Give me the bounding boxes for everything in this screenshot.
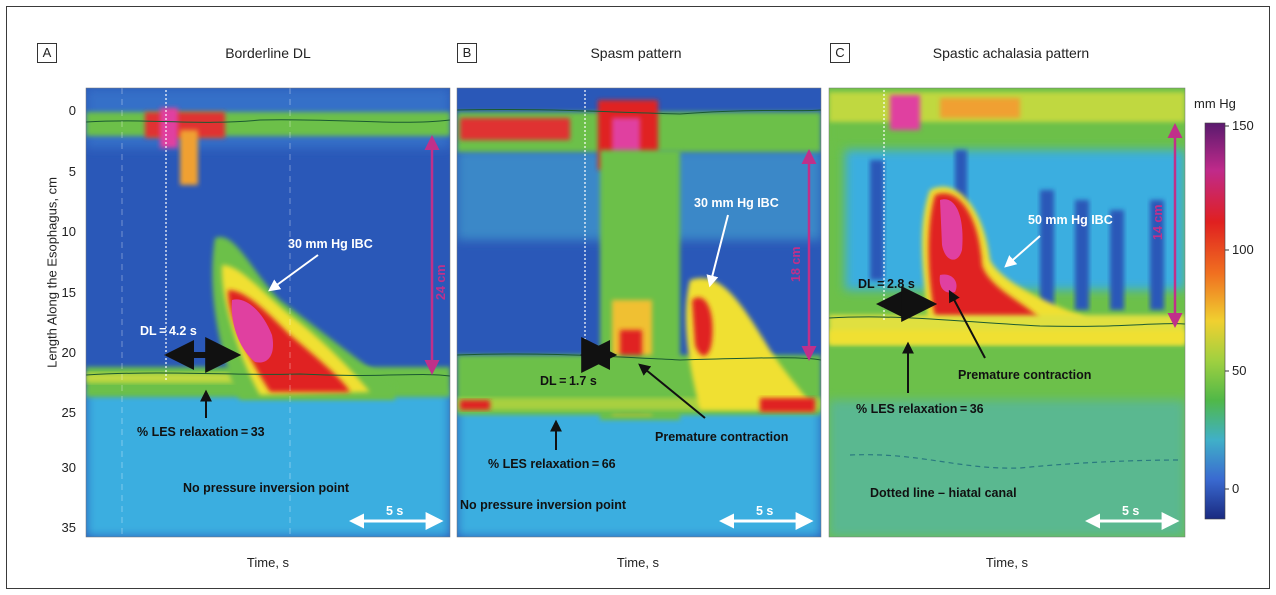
x-axis-label-c: Time, s bbox=[985, 555, 1029, 570]
ibc-arrow-a bbox=[268, 254, 319, 292]
les-label-c: % LES relaxation = 36 bbox=[856, 402, 984, 416]
dl-label-a: DL = 4.2 s bbox=[140, 324, 197, 338]
ibc-label-b: 30 mm Hg IBC bbox=[694, 196, 779, 210]
panel-b-heatmap bbox=[457, 88, 821, 537]
ibc-arrow-b bbox=[706, 214, 729, 288]
scale-label-c: 5 s bbox=[1122, 504, 1139, 518]
y-tick: 0 bbox=[68, 103, 76, 118]
ibc-label-c: 50 mm Hg IBC bbox=[1028, 213, 1113, 227]
ibc-label-a: 30 mm Hg IBC bbox=[288, 237, 373, 251]
panel-a-letter: A bbox=[37, 43, 57, 63]
y-tick: 35 bbox=[61, 520, 76, 535]
dl-label-c: DL = 2.8 s bbox=[858, 277, 915, 291]
panel-b-letter: B bbox=[457, 43, 477, 63]
premature-arrow-c bbox=[948, 289, 986, 359]
y-tick: 30 bbox=[61, 460, 76, 475]
colorbar-tick: 0 bbox=[1232, 481, 1240, 496]
colorbar-tick: 50 bbox=[1232, 363, 1247, 378]
y-tick: 25 bbox=[61, 405, 76, 420]
colorbar bbox=[1204, 122, 1226, 520]
panel-c-title: Spastic achalasia pattern bbox=[932, 45, 1090, 61]
scale-label-b: 5 s bbox=[756, 504, 773, 518]
les-label-b: % LES relaxation = 66 bbox=[488, 457, 616, 471]
premature-arrow-b bbox=[638, 363, 706, 419]
premature-label-b: Premature contraction bbox=[655, 430, 788, 444]
premature-label-c: Premature contraction bbox=[958, 368, 1091, 382]
dotted-label-c: Dotted line – hiatal canal bbox=[870, 486, 1017, 500]
y-tick: 15 bbox=[61, 285, 76, 300]
dl-label-b: DL = 1.7 s bbox=[540, 374, 597, 388]
x-axis-label-b: Time, s bbox=[616, 555, 660, 570]
y-tick: 10 bbox=[61, 224, 76, 239]
colorbar-tick: 150 bbox=[1232, 118, 1254, 133]
les-label-a: % LES relaxation = 33 bbox=[137, 425, 265, 439]
length-label-b: 18 cm bbox=[789, 247, 803, 282]
colorbar-unit: mm Hg bbox=[1194, 96, 1236, 111]
colorbar-tick: 100 bbox=[1232, 242, 1254, 257]
pip-label-b: No pressure inversion point bbox=[460, 498, 627, 512]
y-tick: 5 bbox=[68, 164, 76, 179]
figure-frame bbox=[6, 6, 1270, 589]
panel-b-title: Spasm pattern bbox=[590, 45, 682, 61]
length-label-a: 24 cm bbox=[434, 265, 448, 300]
panel-a-title: Borderline DL bbox=[225, 45, 311, 61]
pip-label-a: No pressure inversion point bbox=[183, 481, 350, 495]
ibc-arrow-c bbox=[1004, 235, 1041, 268]
scale-label-a: 5 s bbox=[386, 504, 403, 518]
x-axis-label-a: Time, s bbox=[246, 555, 290, 570]
length-label-c: 14 cm bbox=[1151, 205, 1165, 240]
y-tick: 20 bbox=[61, 345, 76, 360]
panel-a-heatmap bbox=[86, 88, 450, 537]
panel-c-heatmap bbox=[829, 88, 1185, 537]
panel-c-letter: C bbox=[830, 43, 850, 63]
